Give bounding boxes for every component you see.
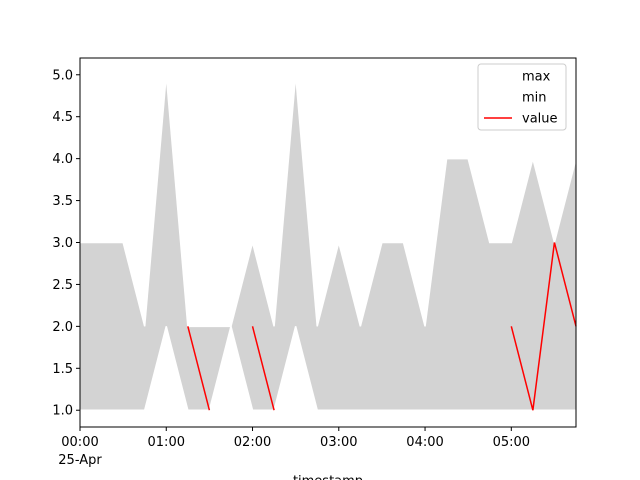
series-line <box>80 326 576 411</box>
y-tick-label: 2.0 <box>52 320 73 335</box>
x-date-label: 25-Apr <box>58 453 102 468</box>
x-tick-label: 00:00 <box>61 435 98 450</box>
y-tick-label: 3.5 <box>52 194 73 209</box>
x-tick-label: 01:00 <box>148 435 185 450</box>
range-fill <box>80 74 576 411</box>
y-tick-label: 4.0 <box>52 152 73 167</box>
legend-label: value <box>522 112 558 127</box>
y-tick-label: 2.5 <box>52 278 73 293</box>
y-tick-label: 4.5 <box>52 110 73 125</box>
y-tick-label: 5.0 <box>52 68 73 83</box>
legend-label: max <box>522 70 551 85</box>
y-tick-label: 1.5 <box>52 362 73 377</box>
legend: max min value <box>477 63 567 131</box>
x-tick-label: 04:00 <box>406 435 443 450</box>
series-line <box>187 242 577 411</box>
x-tick-label: 05:00 <box>493 435 530 450</box>
y-tick-label: 3.0 <box>52 236 73 251</box>
legend-box <box>477 63 567 131</box>
y-tick-label: 1.0 <box>52 404 73 419</box>
x-tick-label: 02:00 <box>234 435 271 450</box>
x-axis-label: timestamp <box>293 474 363 480</box>
series-line <box>80 74 577 328</box>
x-tick-label: 03:00 <box>320 435 357 450</box>
legend-label: min <box>522 91 547 106</box>
